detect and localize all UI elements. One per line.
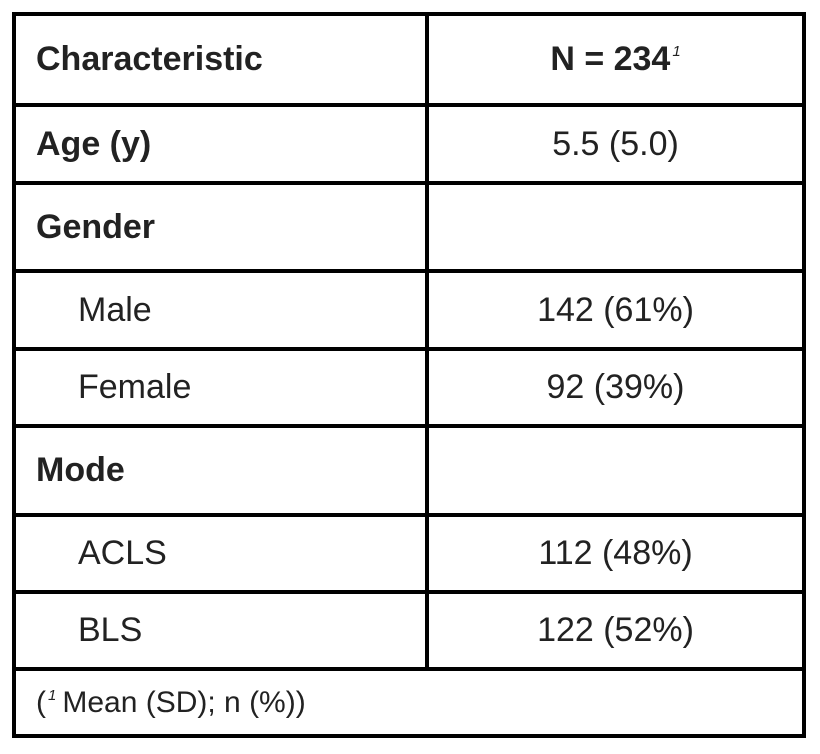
footnote-marker: 1: [48, 686, 57, 704]
row-label: Male: [12, 269, 429, 351]
table-row: ACLS 112 (48%): [12, 513, 806, 594]
header-label: N = 234: [550, 40, 671, 78]
header-cell: N = 234 1: [425, 12, 806, 107]
empty-cell: [425, 424, 806, 517]
row-label: Age (y): [12, 103, 429, 185]
footnote-text: Mean (SD); n (%)): [62, 685, 306, 719]
row-value: 92 (39%): [425, 347, 806, 428]
summary-table: Characteristic N = 234 1 Age (y) 5.5 (5.0)…: [12, 12, 806, 738]
table-row: Female 92 (39%): [12, 347, 806, 428]
footnote-row: (1 Mean (SD); n (%)): [12, 667, 806, 738]
header-cell: Characteristic: [12, 12, 429, 107]
row-label: ACLS: [12, 513, 429, 594]
row-label: Mode: [12, 424, 429, 517]
row-label: Gender: [12, 181, 429, 273]
empty-cell: [425, 181, 806, 273]
footnote-marker: 1: [672, 43, 681, 60]
table-row: Gender: [12, 181, 806, 273]
row-value: 142 (61%): [425, 269, 806, 351]
footnote: (1 Mean (SD); n (%)): [12, 667, 806, 738]
row-label: Female: [12, 347, 429, 428]
row-value: 112 (48%): [425, 513, 806, 594]
row-label: BLS: [12, 590, 429, 671]
footnote-prefix: (: [36, 685, 46, 719]
table-row: BLS 122 (52%): [12, 590, 806, 671]
table-row: Age (y) 5.5 (5.0): [12, 103, 806, 185]
header-row: Characteristic N = 234 1: [12, 12, 806, 107]
table-row: Male 142 (61%): [12, 269, 806, 351]
row-value: 122 (52%): [425, 590, 806, 671]
table-row: Mode: [12, 424, 806, 517]
row-value: 5.5 (5.0): [425, 103, 806, 185]
